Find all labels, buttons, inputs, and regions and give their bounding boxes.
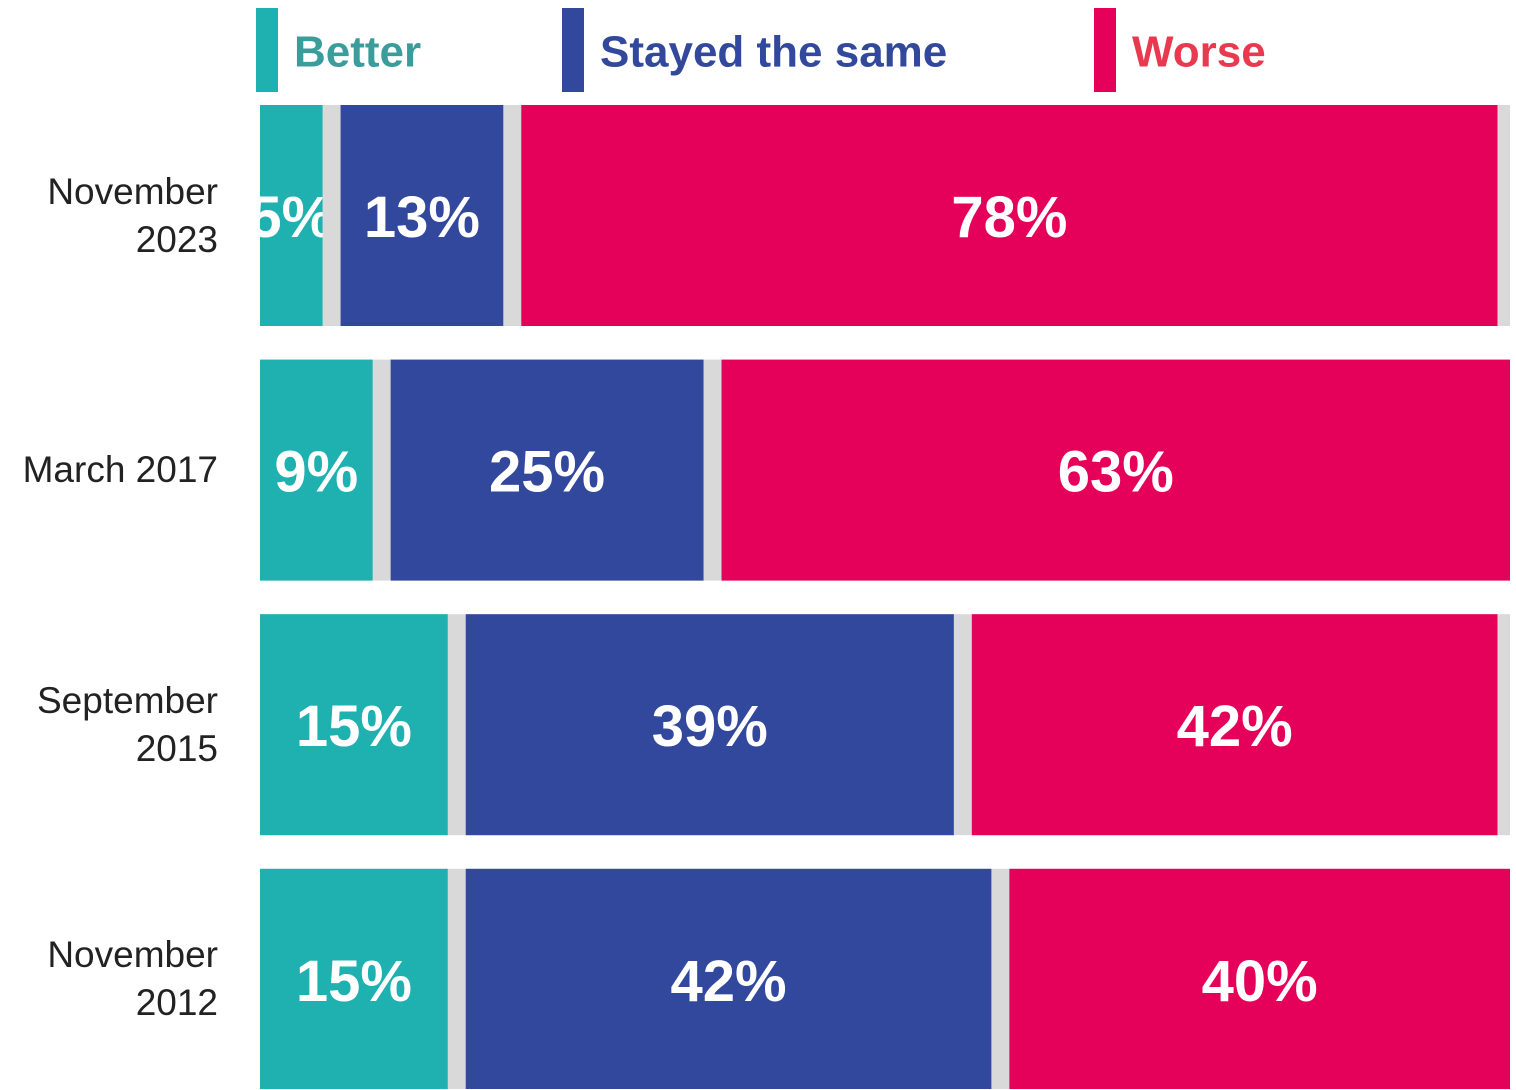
bar-segment (390, 359, 704, 581)
bar-segment (260, 868, 448, 1089)
value-label: 42% (1177, 694, 1293, 759)
category-text: March 2017 (22, 449, 218, 491)
legend-label: Worse (1132, 28, 1266, 77)
value-label: 40% (1202, 949, 1318, 1014)
legend-swatch (1094, 8, 1116, 92)
bar-segment (340, 105, 504, 326)
value-label: 25% (489, 440, 605, 505)
legend-swatch (256, 8, 278, 92)
bar-segment (260, 359, 373, 581)
category-text: September 2015 (37, 679, 218, 769)
legend-label: Stayed the same (600, 28, 947, 77)
category-label: March 2017 (0, 360, 218, 581)
value-label: 5% (249, 185, 333, 250)
value-label: 13% (364, 185, 480, 250)
value-label: 42% (671, 949, 787, 1014)
category-label: September 2015 (0, 614, 218, 835)
bar-segment (465, 614, 954, 836)
value-label: 15% (296, 694, 412, 759)
bar-segment (971, 614, 1498, 836)
value-label: 15% (296, 949, 412, 1014)
legend-swatch (562, 8, 584, 92)
bar-segment (1009, 868, 1510, 1089)
value-label: 9% (274, 440, 358, 505)
category-label: November 2023 (0, 105, 218, 326)
value-label: 39% (652, 694, 768, 759)
value-label: 78% (951, 185, 1067, 250)
category-text: November 2012 (47, 934, 218, 1024)
bar-segment (721, 359, 1510, 581)
bar-segment (521, 105, 1498, 326)
category-label: November 2012 (0, 869, 218, 1090)
value-label: 63% (1058, 440, 1174, 505)
bar-segment (260, 105, 323, 326)
category-text: November 2023 (47, 170, 218, 260)
legend-label: Better (294, 28, 421, 77)
bar-segment (260, 614, 448, 836)
bar-segment (465, 868, 992, 1089)
